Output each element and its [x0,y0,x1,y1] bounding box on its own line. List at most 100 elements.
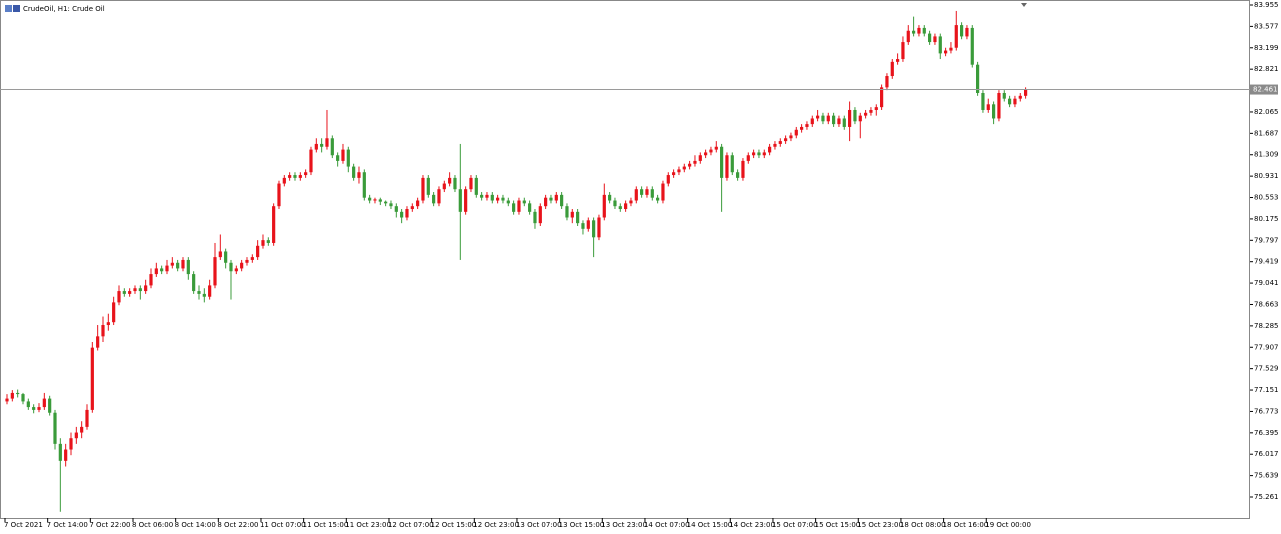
candle-body [426,177,430,195]
candle-body [720,146,724,178]
candle-body [880,87,884,108]
candle-body [741,160,745,178]
candle-body [314,143,318,150]
candle-body [272,206,276,243]
candle-body [789,135,793,139]
candle-body [704,152,708,156]
candle-body [42,398,46,408]
candle-body [517,200,521,212]
candle-body [304,172,308,176]
candle-body [117,291,121,303]
candle-body [565,206,569,218]
y-tick-label: 80.931 [1254,172,1279,180]
x-tick-label: 8 Oct 06:00 [132,521,173,529]
candle-body [234,268,238,272]
candle-body [218,251,222,258]
candle-body [992,104,996,119]
candle-body [170,262,174,266]
candle-body [74,432,78,439]
candle-body [176,262,180,269]
candle-body [997,92,1001,119]
candle-body [352,166,356,178]
candle-body [544,197,548,207]
x-tick-label: 15 Oct 07:00 [772,521,818,529]
candle-body [197,291,201,294]
candle-body [746,155,750,161]
candle-body [469,177,473,190]
x-tick-label: 7 Oct 14:00 [47,521,88,529]
candle-body [554,194,558,201]
candle-body [5,398,9,402]
candle-body [896,59,900,62]
x-tick-label: 15 Oct 15:00 [815,521,861,529]
current-price-box [1250,84,1278,95]
candle-body [634,189,638,201]
candle-body [901,42,905,60]
candle-body [362,172,366,198]
candle-body [986,104,990,110]
candle-body [821,115,825,122]
candle-body [266,240,270,243]
candle-body [224,251,228,263]
x-tick-label: 13 Oct 23:00 [601,521,647,529]
y-tick-label: 77.151 [1254,386,1279,394]
x-tick-label: 11 Oct 23:00 [345,521,391,529]
x-tick-label: 14 Oct 23:00 [729,521,775,529]
candle-body [512,203,516,212]
candle-body [186,259,190,275]
candle-body [144,285,148,292]
candle-body [282,177,286,184]
candle-body [106,322,110,326]
candle-body [538,206,542,224]
chart-title: CrudeOil, H1: Crude Oil [23,5,105,13]
y-tick-label: 82.065 [1254,108,1279,116]
candle-body [149,274,153,286]
candle-body [864,112,868,116]
y-tick-label: 80.553 [1254,194,1279,202]
candle-body [805,124,809,127]
candle-body [298,175,302,178]
candle-body [405,209,409,218]
candle-body [522,200,526,204]
current-price-label: 82.461 [1253,86,1278,94]
candle-body [384,201,388,204]
candle-body [800,126,804,130]
x-tick-label: 7 Oct 22:00 [89,521,130,529]
candle-body [650,189,654,198]
candle-body [906,30,910,43]
candle-body [346,149,350,167]
candle-body [736,172,740,178]
candle-body [613,200,617,207]
candle-body [682,166,686,170]
candle-body [208,285,212,297]
x-tick-label: 13 Oct 07:00 [516,521,562,529]
candle-body [597,217,601,238]
y-tick-label: 79.419 [1254,258,1279,266]
candle-body [464,189,468,212]
candle-body [917,27,921,34]
y-tick-label: 81.309 [1254,151,1279,159]
candle-body [442,183,446,190]
candle-body [730,155,734,173]
candle-body [293,175,297,178]
candle-body [768,146,772,153]
candle-body [437,189,441,204]
candle-body [432,194,436,204]
candle-body [21,394,25,402]
candle-body [570,211,574,218]
candle-body [954,25,958,48]
candle-body [309,149,313,173]
candle-body [762,152,766,156]
candle-body [586,220,590,229]
candle-body [848,109,852,127]
candle-body [608,194,612,201]
candle-body [250,257,254,260]
symbol-icon [5,5,20,12]
y-tick-label: 76.395 [1254,429,1279,437]
candle-body [656,197,660,201]
candle-body [64,449,68,461]
candle-body [970,27,974,65]
candle-body [560,194,564,207]
candle-body [752,152,756,156]
y-tick-label: 78.663 [1254,300,1279,308]
